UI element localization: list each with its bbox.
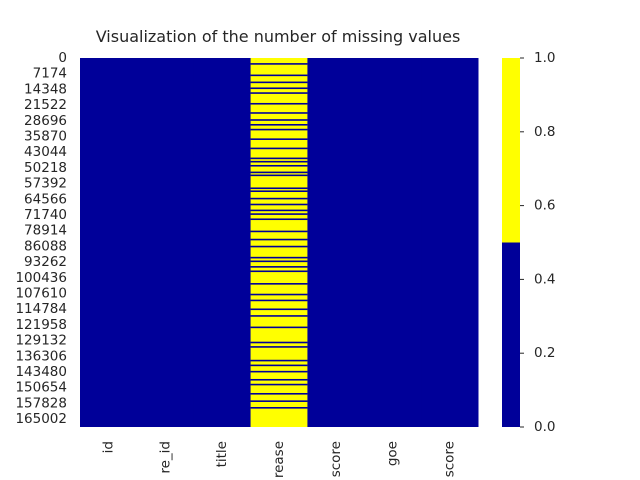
present-row-stripe: [250, 74, 308, 77]
row-tick-label: 114784: [15, 301, 67, 317]
colorbar-tick-label: 0.0: [534, 419, 555, 435]
present-row-stripe: [250, 203, 308, 206]
present-row-stripe: [250, 238, 308, 241]
row-tick-label: 121958: [15, 317, 67, 333]
chart-title: Visualization of the number of missing v…: [96, 27, 461, 46]
row-tick-label: 93262: [24, 254, 67, 270]
present-row-stripe: [250, 197, 308, 200]
present-row-stripe: [250, 346, 308, 348]
present-row-stripe: [250, 407, 308, 409]
present-row-stripe: [250, 63, 308, 65]
column-tick-label: rease: [271, 441, 287, 478]
column-tick-label: re_id: [157, 441, 173, 474]
column-tick-label: score: [442, 441, 458, 477]
present-row-stripe: [250, 245, 308, 248]
row-tick-label: 28696: [24, 113, 67, 129]
row-tick-label: 64566: [24, 191, 67, 207]
present-row-stripe: [250, 359, 308, 362]
present-row-stripe: [250, 315, 308, 317]
present-row-stripe: [250, 326, 308, 329]
present-row-stripe: [250, 378, 308, 381]
colorbar: 0.0 0.2 0.4 0.6 0.8 1.0: [502, 50, 555, 435]
present-row-stripe: [250, 392, 308, 395]
row-tick-label: 136306: [15, 348, 67, 364]
row-tick-label: 57392: [24, 176, 67, 192]
colorbar-present-segment: [502, 242, 520, 427]
heatmap-column: [364, 58, 422, 427]
present-row-stripe: [250, 364, 308, 367]
row-tick-label: 100436: [15, 270, 67, 286]
present-row-stripe: [250, 102, 308, 105]
heatmap-column: [193, 58, 252, 427]
column-tick-label: goe: [385, 441, 401, 466]
row-tick-label: 165002: [15, 411, 67, 427]
heatmap-column: [136, 58, 195, 427]
present-row-stripe: [250, 256, 308, 259]
row-tick-label: 78914: [24, 223, 67, 239]
row-tick-label: 35870: [24, 129, 67, 145]
row-tick-label: 14348: [24, 81, 67, 97]
row-tick-label: 21522: [24, 97, 67, 113]
present-row-stripe: [250, 260, 308, 263]
present-row-stripe: [250, 138, 308, 140]
present-row-stripe: [250, 164, 308, 167]
heatmap-column: [307, 58, 365, 427]
present-row-stripe: [250, 383, 308, 386]
colorbar-tick-label: 0.6: [534, 198, 555, 214]
row-tick-label: 0: [58, 50, 67, 66]
colorbar-missing-segment: [502, 58, 520, 243]
present-row-stripe: [250, 92, 308, 94]
present-row-stripe: [250, 266, 308, 268]
row-tick-label: 50218: [24, 160, 67, 176]
present-row-stripe: [250, 293, 308, 296]
present-row-stripe: [250, 218, 308, 221]
row-tick-label: 143480: [15, 364, 67, 380]
present-row-stripe: [250, 370, 308, 373]
row-tick-label: 7174: [33, 66, 67, 82]
present-row-stripe: [250, 157, 308, 160]
present-row-stripe: [250, 123, 308, 126]
present-row-stripe: [250, 209, 308, 212]
colorbar-tick-label: 0.4: [534, 271, 555, 287]
present-row-stripe: [250, 308, 308, 311]
column-tick-label: score: [328, 441, 344, 477]
heatmap-column: [80, 58, 138, 427]
colorbar-tick-label: 0.2: [534, 345, 555, 361]
heatmap-column: [421, 58, 479, 427]
present-row-stripe: [250, 213, 308, 215]
present-row-stripe: [250, 87, 308, 90]
row-tick-labels: 0717414348215222869635870430445021857392…: [15, 50, 67, 427]
column-tick-labels: id re_id title rease score goe score: [100, 441, 457, 478]
row-tick-label: 129132: [15, 333, 67, 349]
heatmap-area: [80, 58, 479, 427]
column-tick-label: id: [100, 441, 116, 453]
present-row-stripe: [250, 81, 308, 84]
row-tick-label: 107610: [15, 286, 67, 302]
present-row-stripe: [250, 174, 308, 177]
present-row-stripe: [250, 128, 308, 131]
present-row-stripe: [250, 171, 308, 174]
present-row-stripe: [250, 147, 308, 150]
row-tick-label: 157828: [15, 395, 67, 411]
present-row-stripe: [250, 190, 308, 193]
present-row-stripe: [250, 160, 308, 163]
present-row-stripe: [250, 270, 308, 273]
row-tick-label: 150654: [15, 380, 67, 396]
present-row-stripe: [250, 400, 308, 402]
row-tick-label: 71740: [24, 207, 67, 223]
present-row-stripe: [250, 187, 308, 190]
present-row-stripe: [250, 283, 308, 285]
present-row-stripe: [250, 341, 308, 344]
colorbar-tick-label: 0.8: [534, 124, 555, 140]
present-row-stripe: [250, 119, 308, 121]
colorbar-tick-label: 1.0: [534, 50, 555, 66]
present-row-stripe: [250, 230, 308, 233]
present-row-stripe: [250, 112, 308, 114]
row-tick-label: 86088: [24, 238, 67, 254]
row-tick-label: 43044: [24, 144, 67, 160]
column-tick-label: title: [214, 441, 230, 467]
present-row-stripe: [250, 299, 308, 302]
